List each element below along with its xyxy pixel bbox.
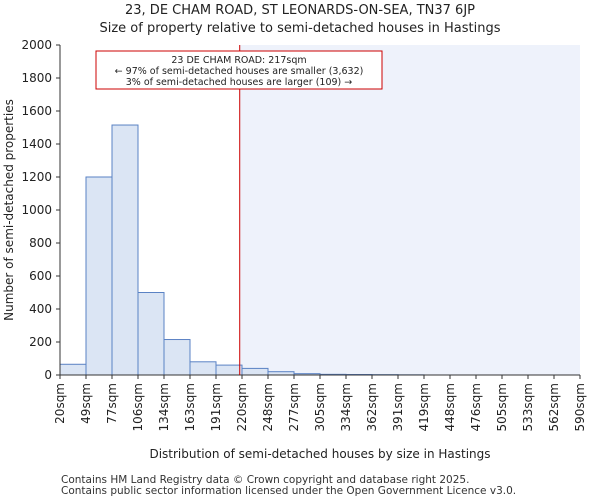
footer-licence: Contains public sector information licen… [61, 485, 517, 497]
x-tick-label-106sqm: 106sqm [131, 383, 145, 431]
x-tick-label-77sqm: 77sqm [105, 383, 119, 424]
x-tick-label-391sqm: 391sqm [391, 383, 405, 431]
x-tick-label-277sqm: 277sqm [287, 383, 301, 431]
annotation-line-2: ← 97% of semi-detached houses are smalle… [115, 66, 364, 77]
larger-region-highlight [239, 45, 580, 375]
x-tick-label-248sqm: 248sqm [261, 383, 275, 431]
histogram-bar-106sqm [137, 292, 165, 376]
y-tick-label-1800: 1800 [21, 71, 52, 85]
x-tick-label-163sqm: 163sqm [183, 383, 197, 431]
y-tick-label-200: 200 [29, 335, 52, 349]
annotation-line-1: 23 DE CHAM ROAD: 217sqm [171, 55, 306, 66]
x-tick-label-191sqm: 191sqm [209, 383, 223, 431]
y-tick-label-0: 0 [44, 368, 52, 382]
x-tick-label-220sqm: 220sqm [235, 383, 249, 431]
histogram-bar-191sqm [215, 364, 243, 376]
y-tick-label-1200: 1200 [21, 170, 52, 184]
histogram-bar-163sqm [189, 361, 217, 376]
x-tick-label-134sqm: 134sqm [157, 383, 171, 431]
chart-title-address: 23, DE CHAM ROAD, ST LEONARDS-ON-SEA, TN… [125, 3, 475, 18]
y-tick-label-600: 600 [29, 269, 52, 283]
footer-copyright: Contains HM Land Registry data © Crown c… [61, 474, 470, 486]
y-tick-label-1600: 1600 [21, 104, 52, 118]
annotation-line-3: 3% of semi-detached houses are larger (1… [126, 77, 353, 88]
x-tick-label-334sqm: 334sqm [339, 383, 353, 431]
histogram-bar-134sqm [163, 339, 191, 376]
x-tick-label-49sqm: 49sqm [79, 383, 93, 424]
x-tick-label-562sqm: 562sqm [547, 383, 561, 431]
y-axis-label: Number of semi-detached properties [2, 99, 16, 321]
x-tick-label-476sqm: 476sqm [469, 383, 483, 431]
x-tick-label-362sqm: 362sqm [365, 383, 379, 431]
y-tick-label-800: 800 [29, 236, 52, 250]
x-axis-label: Distribution of semi-detached houses by … [149, 447, 490, 461]
y-tick-label-400: 400 [29, 302, 52, 316]
y-tick-label-2000: 2000 [21, 38, 52, 52]
histogram-bar-77sqm [111, 124, 139, 376]
x-tick-label-419sqm: 419sqm [417, 383, 431, 431]
x-tick-label-505sqm: 505sqm [495, 383, 509, 431]
y-tick-label-1000: 1000 [21, 203, 52, 217]
histogram-chart: 0 200 400 600 800 1000 1200 1400 1600 1800 2000 20s… [2, 38, 587, 461]
x-tick-label-448sqm: 448sqm [443, 383, 457, 431]
x-tick-label-20sqm: 20sqm [53, 383, 67, 424]
histogram-bar-220sqm [241, 367, 269, 376]
y-tick-label-1400: 1400 [21, 137, 52, 151]
annotation-box [95, 50, 383, 90]
x-tick-label-590sqm: 590sqm [573, 383, 587, 431]
histogram-bar-49sqm [85, 176, 113, 376]
histogram-bar-20sqm [59, 363, 87, 376]
x-tick-label-533sqm: 533sqm [521, 383, 535, 431]
chart-subtitle: Size of property relative to semi-detach… [99, 21, 501, 36]
x-tick-label-305sqm: 305sqm [313, 383, 327, 431]
